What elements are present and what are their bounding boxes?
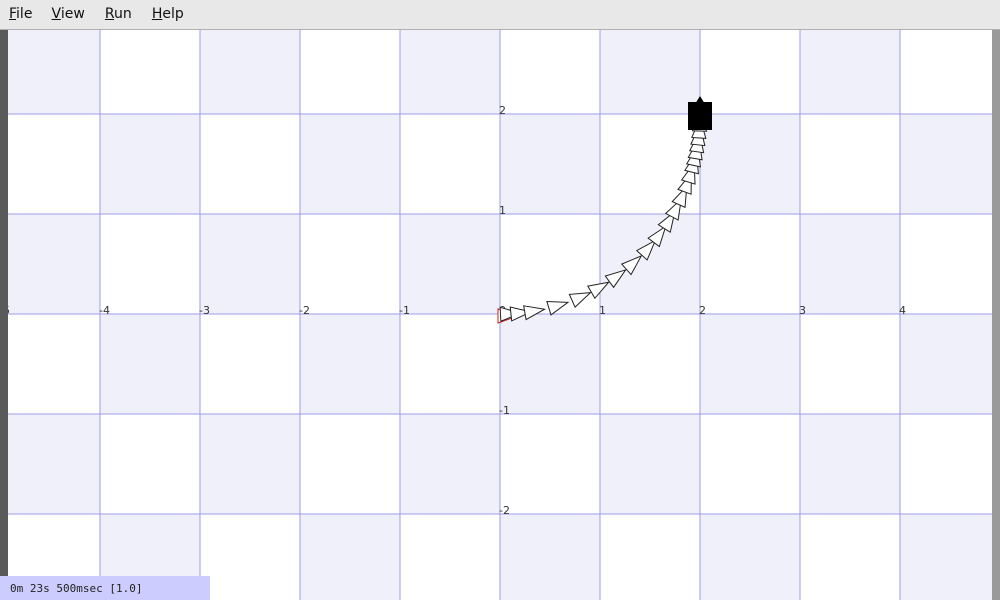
y-axis-label: 1	[499, 204, 506, 217]
grid-cell	[600, 414, 700, 514]
menu-item[interactable]: Help	[151, 6, 184, 22]
grid-cell	[800, 414, 900, 514]
grid-cell	[500, 314, 600, 414]
right-border	[992, 30, 1000, 600]
grid-cell	[400, 214, 500, 314]
world-view: -5-4-3-2-10123421-1-2	[0, 30, 1000, 600]
x-axis-label: -4	[99, 304, 110, 317]
y-axis-label: -2	[499, 504, 510, 517]
x-axis-label: -2	[299, 304, 310, 317]
x-axis-label: 3	[799, 304, 806, 317]
x-axis-label: 4	[899, 304, 906, 317]
grid-cell	[700, 314, 800, 414]
trail-pose	[509, 306, 533, 322]
menu-item[interactable]: Run	[104, 6, 132, 22]
grid-cell	[900, 314, 1000, 414]
y-axis-label: -1	[499, 404, 510, 417]
grid-cell	[100, 114, 200, 214]
grid-cell	[100, 314, 200, 414]
grid-cell	[0, 30, 100, 114]
x-axis-label: 2	[699, 304, 706, 317]
grid-cell	[700, 114, 800, 214]
grid-cell	[200, 30, 300, 114]
grid-cell	[900, 114, 1000, 214]
grid-cell	[300, 314, 400, 414]
grid-cell	[900, 514, 1000, 600]
grid-cell	[400, 414, 500, 514]
y-axis-label: 2	[499, 104, 506, 117]
x-axis-label: -3	[199, 304, 210, 317]
grid-cell	[200, 414, 300, 514]
trail-pose	[568, 292, 592, 309]
grid-cell	[800, 30, 900, 114]
left-border	[0, 30, 8, 600]
grid-cell	[600, 214, 700, 314]
menu-item[interactable]: View	[51, 6, 85, 22]
x-axis-label: -1	[399, 304, 410, 317]
grid-cell	[0, 414, 100, 514]
grid-cell	[400, 30, 500, 114]
menu-bar: File View Run Help	[0, 0, 1000, 30]
grid-cell	[500, 514, 600, 600]
trail-pose	[523, 305, 547, 321]
menu-item[interactable]: File	[9, 6, 33, 22]
trail-pose	[587, 281, 610, 300]
grid-cell	[300, 514, 400, 600]
grid-cell	[600, 30, 700, 114]
x-axis-label: 1	[599, 304, 606, 317]
grid-cell	[500, 114, 600, 214]
robot-heading	[695, 96, 705, 104]
trail-pose	[620, 254, 643, 276]
status-bar: 0m 23s 500msec [1.0]	[0, 576, 210, 600]
trail-pose	[635, 239, 657, 261]
trail-pose	[647, 225, 667, 248]
trail-pose	[604, 269, 627, 289]
grid-cell	[700, 514, 800, 600]
grid-cell	[800, 214, 900, 314]
grid-cell	[300, 114, 400, 214]
trail-pose	[546, 300, 570, 316]
grid-cell	[0, 214, 100, 314]
robot	[688, 102, 712, 130]
grid-cell	[200, 214, 300, 314]
